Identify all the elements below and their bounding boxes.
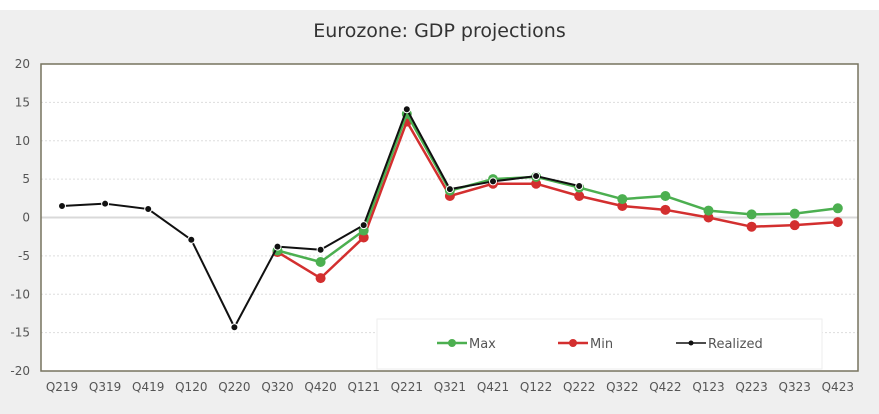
x-tick-label: Q219 [46, 380, 78, 394]
x-tick-label: Q123 [692, 380, 724, 394]
x-tick-label: Q322 [606, 380, 638, 394]
y-tick-label: 5 [22, 172, 30, 186]
x-tick-label: Q423 [822, 380, 854, 394]
y-tick-label: 0 [22, 211, 30, 225]
legend-marker-max [448, 339, 456, 347]
x-tick-label: Q420 [304, 380, 336, 394]
x-tick-label: Q321 [434, 380, 466, 394]
data-point-realized [575, 182, 584, 191]
data-point-min [574, 191, 585, 202]
y-tick-label: -15 [10, 326, 30, 340]
y-tick-label: -5 [18, 249, 30, 263]
data-point-realized [359, 221, 368, 230]
x-tick-label: Q320 [261, 380, 293, 394]
y-tick-label: 20 [15, 57, 30, 71]
legend-label-realized: Realized [708, 337, 763, 352]
data-point-min [358, 232, 369, 243]
data-point-min [703, 212, 714, 223]
data-point-realized [58, 201, 66, 210]
data-point-min [617, 200, 628, 211]
data-point-min [746, 221, 757, 232]
data-point-realized [101, 199, 110, 208]
data-point-min [832, 217, 843, 228]
data-point-realized [230, 323, 239, 332]
x-tick-label: Q220 [218, 380, 250, 394]
data-point-realized [445, 185, 454, 194]
x-tick-label: Q319 [89, 380, 121, 394]
data-point-max [315, 257, 326, 268]
legend-marker-realized [688, 340, 694, 346]
data-point-realized [532, 172, 541, 181]
legend-label-min: Min [590, 337, 613, 352]
data-point-max [789, 208, 800, 219]
data-point-max [703, 205, 714, 216]
x-tick-label: Q223 [735, 380, 767, 394]
data-point-max [660, 191, 671, 202]
legend-marker-min [569, 339, 577, 347]
data-point-max [832, 203, 843, 214]
data-point-max [617, 194, 628, 205]
data-point-min [315, 273, 326, 284]
data-point-max [746, 209, 757, 220]
legend-label-max: Max [469, 337, 496, 352]
data-point-realized [489, 177, 497, 186]
y-tick-label: 15 [15, 95, 30, 109]
x-tick-label: Q421 [477, 380, 509, 394]
x-tick-label: Q419 [132, 380, 164, 394]
data-point-realized [316, 245, 325, 254]
y-tick-label: -10 [10, 287, 30, 301]
series-line-min [276, 120, 838, 280]
y-tick-label: 10 [15, 134, 30, 148]
x-tick-label: Q120 [175, 380, 207, 394]
data-point-min [789, 220, 800, 231]
series-realized [58, 105, 584, 332]
x-tick-label: Q323 [779, 380, 811, 394]
x-tick-label: Q121 [348, 380, 380, 394]
series-line-max [277, 112, 838, 264]
x-tick-label: Q221 [391, 380, 423, 394]
data-point-realized [144, 205, 153, 214]
data-point-min [531, 178, 542, 189]
x-tick-label: Q222 [563, 380, 595, 394]
data-point-realized [402, 105, 411, 114]
data-point-realized [273, 242, 282, 251]
x-tick-label: Q122 [520, 380, 552, 394]
plot-border [40, 63, 859, 372]
x-tick-label: Q422 [649, 380, 681, 394]
chart-title: Eurozone: GDP projections [313, 20, 566, 42]
data-point-min [660, 204, 671, 215]
y-tick-label: -20 [10, 364, 30, 378]
data-point-realized [187, 235, 196, 244]
